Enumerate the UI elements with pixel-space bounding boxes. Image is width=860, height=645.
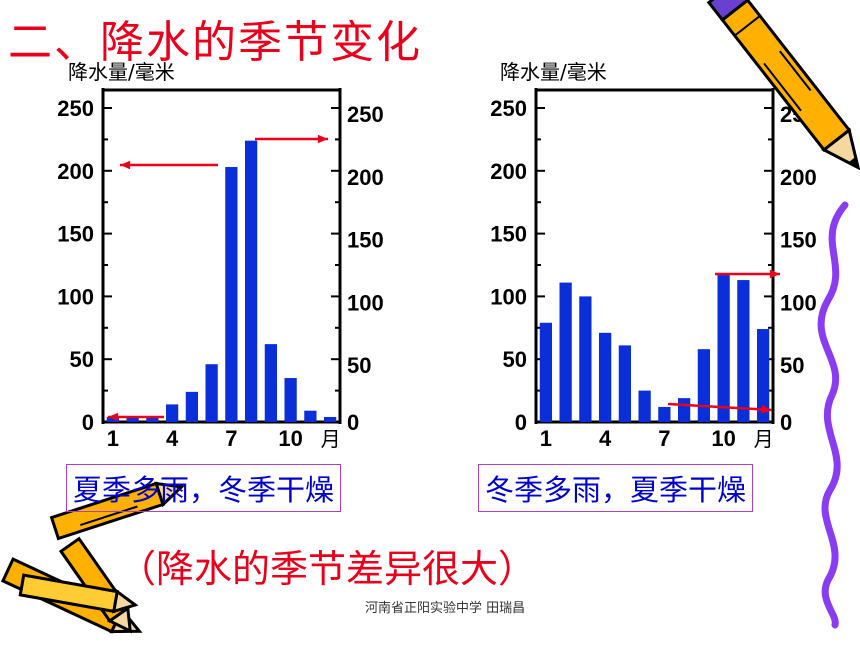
chart2-ylabel: 降水量/毫米 — [500, 60, 607, 84]
y-tick-label-left: 250 — [490, 96, 527, 121]
bar-month-10 — [717, 275, 730, 422]
bar-month-5 — [185, 391, 198, 422]
y-tick-label-right: 0 — [780, 410, 792, 435]
x-tick-label: 10 — [711, 426, 735, 451]
y-tick-label-left: 100 — [490, 284, 527, 309]
x-unit-label: 月 — [754, 429, 774, 451]
y-tick-label-right: 200 — [780, 165, 817, 190]
chart2-caption: 冬季多雨，夏季干燥 — [478, 464, 754, 512]
y-tick-label-left: 200 — [490, 159, 527, 184]
y-tick-label-left: 50 — [503, 347, 527, 372]
bar-month-9 — [697, 349, 710, 422]
chart-summer-rain: 0 0 50 50 100 100 150 150 200 200 250 250 1 4 7 10 月 — [57, 88, 384, 451]
bar-month-7 — [225, 167, 238, 422]
slide-footer: 河南省正阳实验中学 田瑞昌 — [365, 601, 526, 616]
bar-month-9 — [264, 344, 277, 422]
squiggle-line-icon — [817, 201, 849, 629]
pencil-icon — [706, 0, 860, 171]
bar-month-11 — [737, 280, 750, 422]
y-tick-label-right: 200 — [347, 165, 384, 190]
bar-month-12 — [324, 416, 337, 422]
red-arrow-head — [317, 134, 328, 144]
y-tick-label-left: 50 — [70, 347, 94, 372]
red-arrow-head — [769, 269, 780, 279]
y-tick-label-left: 150 — [57, 222, 94, 247]
y-tick-label-right: 50 — [347, 353, 371, 378]
y-tick-label-right: 150 — [780, 228, 817, 253]
x-unit-label: 月 — [321, 429, 341, 451]
x-tick-label: 10 — [278, 426, 302, 451]
bar-month-6 — [638, 390, 651, 422]
y-tick-label-right: 0 — [347, 410, 359, 435]
bar-month-1 — [106, 416, 119, 422]
y-tick-label-right: 150 — [347, 228, 384, 253]
y-tick-label-left: 200 — [57, 159, 94, 184]
bar-month-7 — [658, 406, 671, 422]
y-tick-label-right: 100 — [347, 290, 384, 315]
y-tick-label-right: 250 — [347, 102, 384, 127]
red-arrow-head — [108, 412, 119, 422]
y-tick-label-right: 100 — [780, 290, 817, 315]
bar-month-8 — [245, 140, 258, 422]
y-tick-label-left: 0 — [515, 410, 527, 435]
bar-month-6 — [205, 364, 218, 422]
slide-subtitle: （降水的季节差异很大） — [118, 547, 537, 591]
bar-month-4 — [599, 332, 612, 422]
bar-month-8 — [678, 398, 691, 422]
chart1-caption: 夏季多雨，冬季干燥 — [66, 464, 342, 512]
x-tick-label: 4 — [166, 426, 179, 451]
bar-month-2 — [559, 282, 572, 422]
red-arrow-line — [667, 402, 773, 412]
x-tick-label: 1 — [540, 426, 552, 451]
bar-month-3 — [146, 416, 159, 422]
x-tick-label: 1 — [107, 426, 119, 451]
bar-month-12 — [757, 329, 770, 422]
y-tick-label-left: 250 — [57, 96, 94, 121]
bar-month-11 — [304, 410, 317, 422]
y-tick-label-left: 100 — [57, 284, 94, 309]
x-tick-label: 7 — [225, 426, 237, 451]
bar-month-2 — [126, 416, 139, 422]
x-tick-label: 7 — [658, 426, 670, 451]
y-tick-label-left: 150 — [490, 222, 527, 247]
y-tick-label-left: 0 — [82, 410, 94, 435]
x-tick-label: 4 — [599, 426, 612, 451]
chart1-ylabel: 降水量/毫米 — [68, 60, 175, 84]
bar-month-10 — [284, 378, 297, 422]
bar-month-3 — [579, 296, 592, 422]
bar-month-4 — [166, 404, 179, 422]
bar-month-1 — [539, 322, 552, 422]
bar-month-5 — [618, 345, 631, 422]
red-arrow-head — [761, 405, 772, 414]
red-arrow-head — [120, 160, 131, 170]
slide-title: 二、降水的季节变化 — [8, 17, 422, 68]
y-tick-label-right: 50 — [780, 353, 804, 378]
